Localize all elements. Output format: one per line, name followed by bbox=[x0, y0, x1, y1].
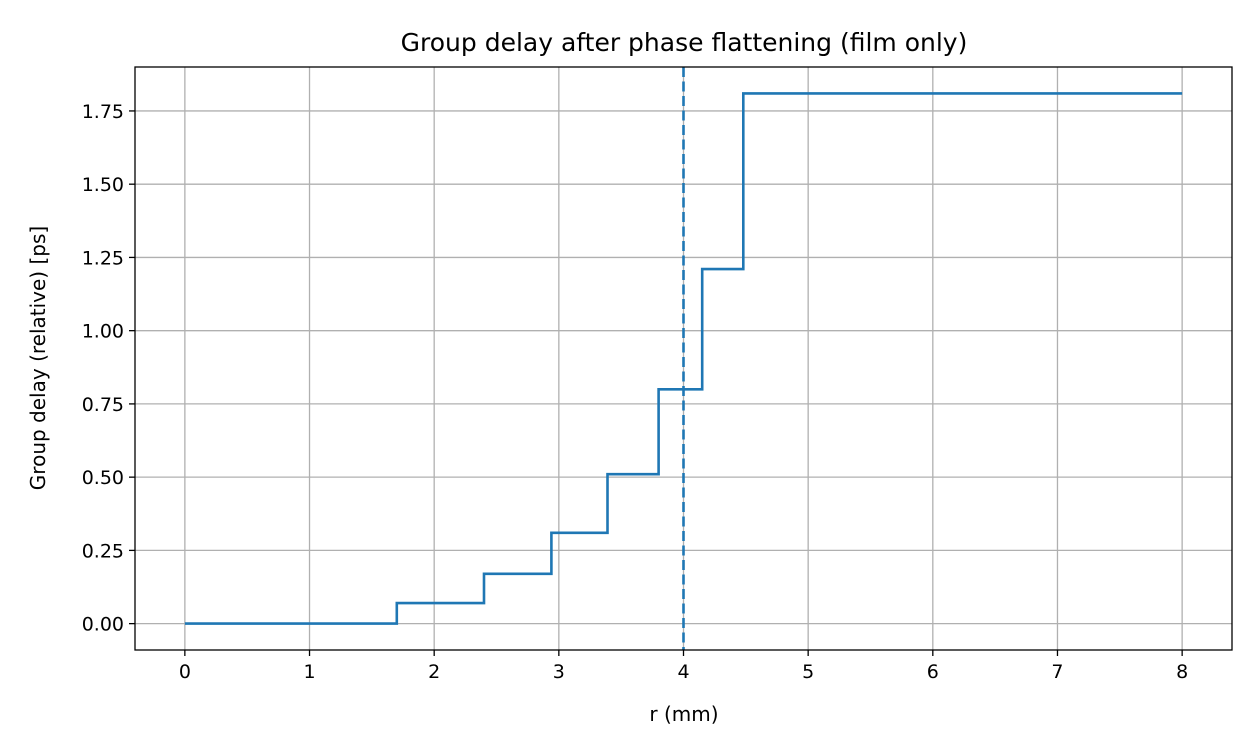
y-tick-label: 1.00 bbox=[82, 321, 124, 343]
y-tick-label: 0.25 bbox=[82, 540, 124, 562]
y-tick-label: 0.00 bbox=[82, 614, 124, 636]
y-axis-label: Group delay (relative) [ps] bbox=[26, 226, 50, 490]
x-tick-label: 4 bbox=[677, 661, 689, 683]
x-axis-label: r (mm) bbox=[649, 702, 718, 726]
x-tick-label: 7 bbox=[1051, 661, 1063, 683]
x-tick-label: 3 bbox=[553, 661, 565, 683]
y-tick-label: 0.50 bbox=[82, 467, 124, 489]
y-tick-label: 1.50 bbox=[82, 174, 124, 196]
chart-title: Group delay after phase flattening (film… bbox=[401, 28, 968, 57]
y-tick-label: 1.25 bbox=[82, 247, 124, 269]
x-tick-label: 6 bbox=[927, 661, 939, 683]
y-ticks: 0.00 0.25 0.50 0.75 1.00 1.25 1.50 1.75 bbox=[82, 101, 135, 636]
series-layer bbox=[184, 67, 1183, 650]
x-tick-label: 0 bbox=[179, 661, 191, 683]
y-tick-label: 0.75 bbox=[82, 394, 124, 416]
x-tick-label: 5 bbox=[802, 661, 814, 683]
x-ticks: 0 1 2 3 4 5 6 7 8 bbox=[179, 650, 1188, 683]
x-tick-label: 8 bbox=[1176, 661, 1188, 683]
x-tick-label: 1 bbox=[303, 661, 315, 683]
x-tick-label: 2 bbox=[428, 661, 440, 683]
y-tick-label: 1.75 bbox=[82, 101, 124, 123]
series-line bbox=[184, 92, 1183, 625]
